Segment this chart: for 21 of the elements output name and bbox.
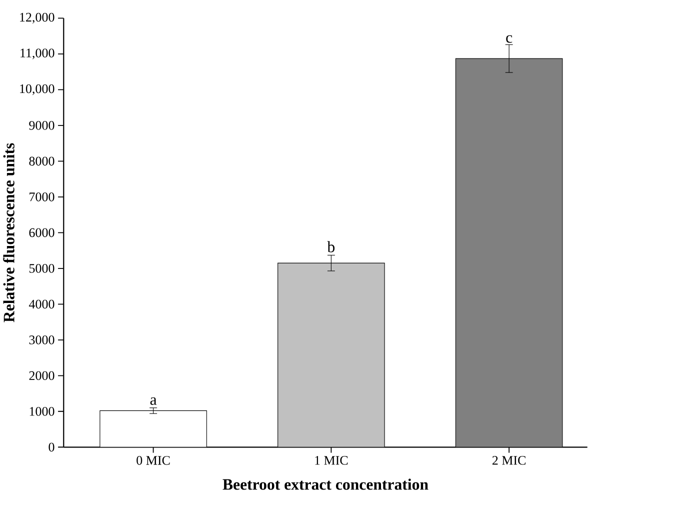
y-tick-label: 12,000 — [20, 12, 54, 24]
y-tick-label: 5000 — [29, 264, 54, 273]
annotation: a — [150, 397, 157, 405]
y-tick-label: 0 — [48, 442, 54, 452]
y-axis-title: Relative fluorescence units — [3, 143, 14, 322]
annotation: b — [327, 241, 335, 252]
y-tick-label: 11,000 — [20, 48, 54, 60]
y-tick-label: 1000 — [30, 406, 54, 416]
x-tick-label: 2 MIC — [492, 456, 526, 465]
y-tick-label: 9000 — [29, 120, 54, 130]
y-tick-label: 4000 — [28, 300, 54, 309]
y-tick-label: 2000 — [29, 371, 54, 380]
y-tick-label: 7000 — [30, 192, 54, 202]
y-tick-label: 3000 — [29, 335, 54, 344]
x-tick-label: 0 MIC — [136, 456, 170, 465]
x-axis-title: Beetroot extract concentration — [222, 478, 428, 490]
x-tick-label: 1 MIC — [315, 456, 348, 465]
y-tick-label: 8000 — [29, 156, 54, 166]
y-tick-label: 6000 — [29, 228, 54, 238]
annotation: c — [506, 35, 512, 43]
y-tick-label: 10,000 — [20, 84, 54, 95]
